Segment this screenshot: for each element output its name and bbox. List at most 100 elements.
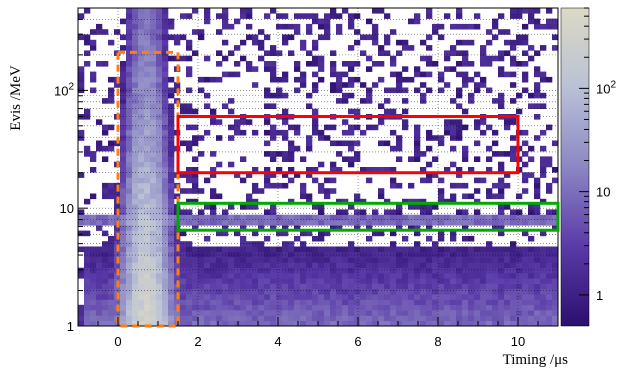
heatmap-cell [132, 188, 139, 194]
heatmap-cell [90, 299, 97, 306]
heatmap-cell [204, 283, 211, 290]
heatmap-cell [282, 129, 289, 136]
heatmap-cell [198, 188, 205, 194]
heatmap-cell [150, 61, 157, 67]
heatmap-cell [468, 320, 475, 327]
heatmap-cell [144, 82, 151, 88]
heatmap-cell [192, 108, 199, 115]
heatmap-cell [306, 29, 313, 35]
heatmap-cell [270, 257, 277, 263]
heatmap-cell [294, 129, 301, 136]
heatmap-cell [150, 193, 157, 200]
heatmap-cell [462, 304, 469, 311]
heatmap-cell [312, 13, 319, 19]
heatmap-cell [162, 50, 169, 56]
heatmap-cell [378, 294, 385, 300]
heatmap-cell [456, 135, 463, 141]
heatmap-cell [246, 34, 253, 41]
heatmap-cell [120, 273, 127, 279]
heatmap-cell [408, 304, 415, 311]
heatmap-cell [186, 220, 193, 226]
heatmap-cell [138, 8, 145, 14]
heatmap-cell [126, 288, 133, 295]
heatmap-cell [324, 315, 331, 321]
heatmap-cell [324, 257, 331, 263]
heatmap-cell [546, 310, 553, 316]
heatmap-cell [276, 310, 283, 316]
heatmap-cell [336, 315, 343, 321]
heatmap-cell [480, 273, 487, 279]
heatmap-cell [378, 220, 385, 226]
heatmap-cell [180, 251, 187, 258]
heatmap-cell [180, 288, 187, 295]
heatmap-cell [192, 257, 199, 263]
heatmap-cell [498, 66, 505, 72]
heatmap-cell [432, 172, 439, 178]
heatmap-cell [552, 304, 559, 311]
heatmap-cell [516, 273, 523, 279]
heatmap-cell [240, 294, 247, 300]
heatmap-cell [288, 315, 295, 321]
heatmap-cell [126, 267, 133, 274]
heatmap-cell [510, 209, 517, 215]
heatmap-cell [102, 156, 109, 162]
heatmap-cell [192, 225, 199, 231]
heatmap-cell [204, 267, 211, 274]
heatmap-cell [168, 209, 175, 215]
heatmap-cell [138, 188, 145, 194]
heatmap-cell [450, 273, 457, 279]
heatmap-cell [438, 257, 445, 263]
heatmap-cell [108, 320, 115, 327]
heatmap-cell [522, 230, 529, 237]
heatmap-cell [150, 283, 157, 290]
heatmap-cell [144, 273, 151, 279]
heatmap-cell [126, 241, 133, 247]
heatmap-cell [486, 39, 493, 46]
heatmap-cell [348, 66, 355, 72]
heatmap-cell [462, 251, 469, 258]
heatmap-cell [198, 209, 205, 215]
heatmap-cell [282, 278, 289, 284]
heatmap-cell [204, 288, 211, 295]
heatmap-cell [300, 45, 307, 51]
heatmap-cell [396, 82, 403, 88]
heatmap-cell [138, 251, 145, 258]
heatmap-cell [480, 283, 487, 290]
heatmap-cell [120, 209, 127, 215]
heatmap-cell [132, 193, 139, 200]
heatmap-cell [282, 310, 289, 316]
heatmap-cell [498, 304, 505, 311]
heatmap-cell [528, 13, 535, 19]
heatmap-cell [366, 262, 373, 268]
heatmap-cell [492, 98, 499, 104]
heatmap-cell [468, 214, 475, 221]
heatmap-cell [402, 288, 409, 295]
heatmap-cell [234, 278, 241, 284]
heatmap-cell [144, 34, 151, 41]
heatmap-cell [126, 55, 133, 62]
heatmap-cell [522, 257, 529, 263]
heatmap-cell [78, 209, 85, 215]
heatmap-cell [312, 315, 319, 321]
heatmap-cell [492, 151, 499, 157]
heatmap-cell [246, 294, 253, 300]
heatmap-cell [90, 246, 97, 253]
heatmap-cell [84, 278, 91, 284]
heatmap-cell [288, 50, 295, 56]
heatmap-cell [546, 320, 553, 327]
heatmap-cell [264, 251, 271, 258]
heatmap-cell [150, 34, 157, 41]
heatmap-cell [150, 108, 157, 115]
heatmap-cell [144, 299, 151, 306]
heatmap-cell [324, 320, 331, 327]
heatmap-cell [492, 251, 499, 258]
heatmap-cell [354, 61, 361, 67]
heatmap-cell [486, 193, 493, 200]
heatmap-cell [252, 262, 259, 268]
heatmap-cell [114, 288, 121, 295]
heatmap-cell [228, 246, 235, 253]
heatmap-cell [510, 45, 517, 51]
heatmap-cell [474, 177, 481, 184]
heatmap-cell [96, 299, 103, 306]
heatmap-cell [456, 124, 463, 131]
